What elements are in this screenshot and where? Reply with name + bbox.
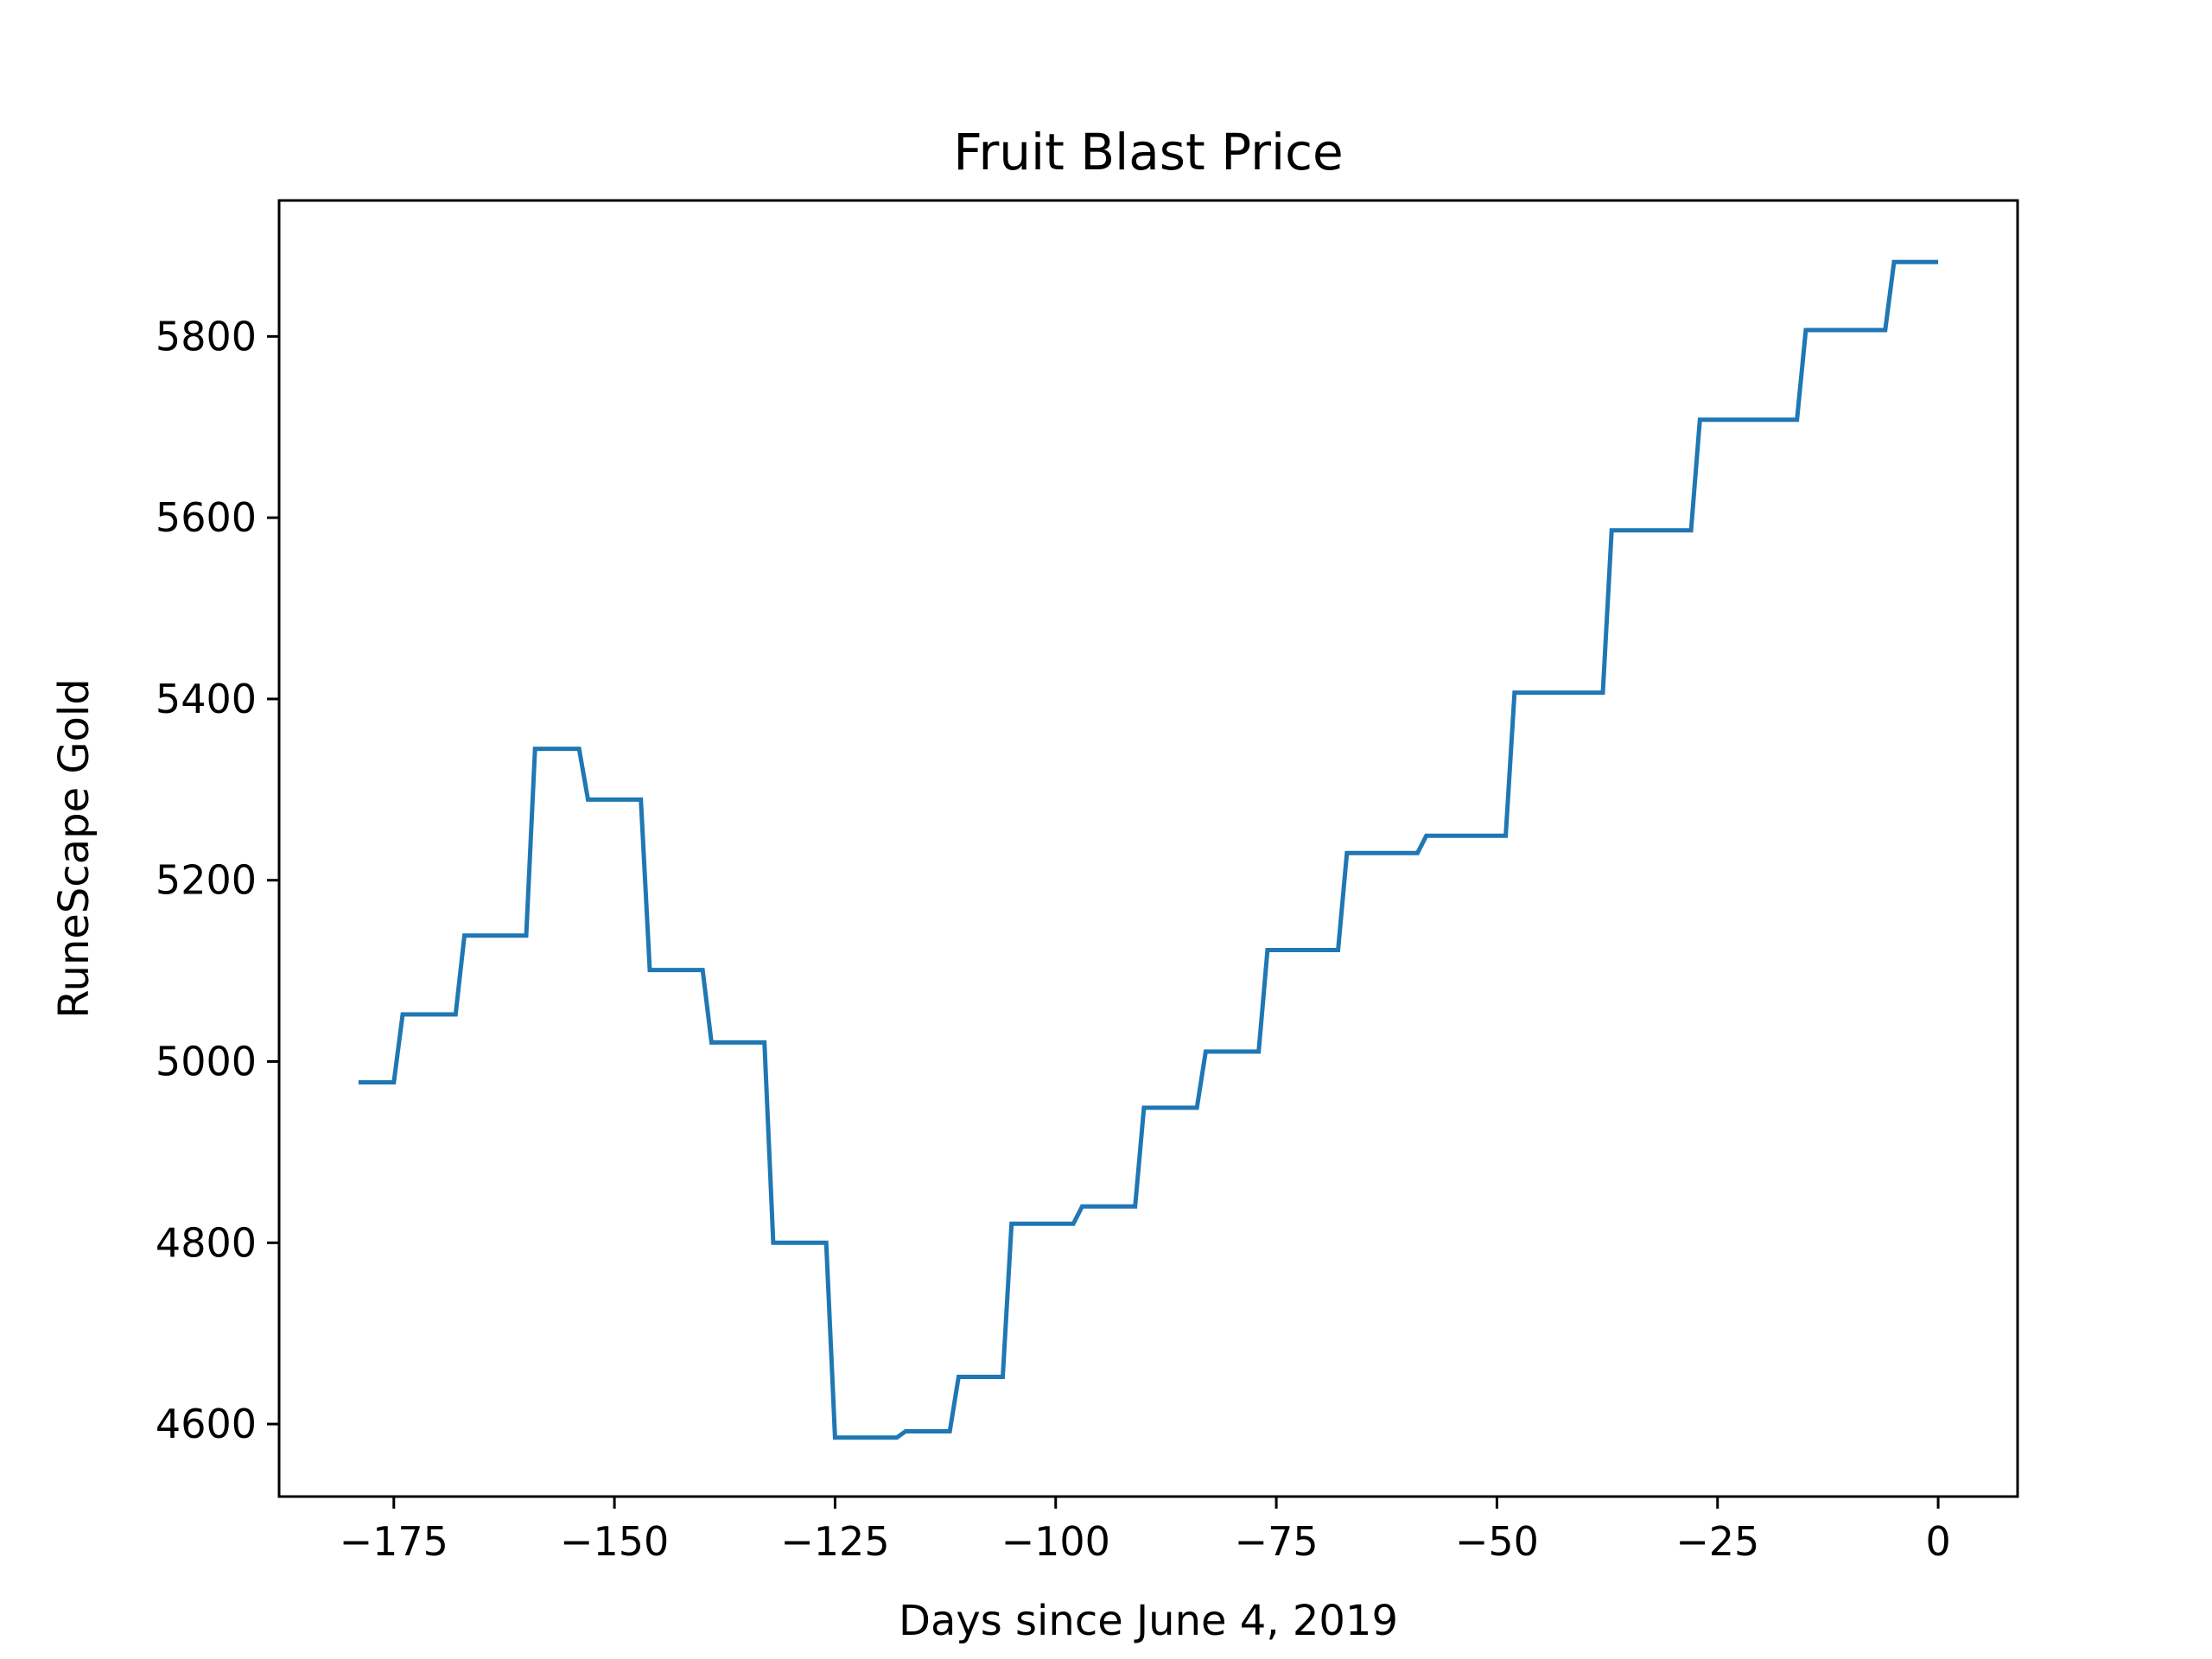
y-axis: 4600 4800 5000 5200 5400 5600 5800	[156, 313, 279, 1447]
axes-frame	[277, 199, 2019, 1498]
x-tick-label: −25	[1675, 1518, 1759, 1565]
y-tick-label: 4800	[156, 1219, 257, 1266]
x-axis: −175 −150 −125 −100 −75 −50 −25 0	[340, 1497, 1951, 1565]
x-tick-label: −50	[1455, 1518, 1539, 1565]
x-tick-label: −125	[780, 1518, 889, 1565]
y-tick-label: 5400	[156, 676, 257, 722]
x-tick-label: −75	[1235, 1518, 1319, 1565]
plot-area	[277, 199, 2019, 1498]
y-tick-label: 5000	[156, 1039, 257, 1085]
y-tick-label: 5600	[156, 494, 257, 541]
y-axis-label: RuneScape Gold	[50, 678, 99, 1018]
y-tick-label: 5800	[156, 313, 257, 359]
x-tick-label: −100	[1001, 1518, 1110, 1565]
x-axis-label: Days since June 4, 2019	[899, 1597, 1398, 1645]
chart-title: Fruit Blast Price	[953, 123, 1343, 181]
y-tick-label: 4600	[156, 1401, 257, 1447]
price-series-line	[358, 259, 1939, 1440]
x-tick-label: −150	[560, 1518, 669, 1565]
y-tick-label: 5200	[156, 857, 257, 904]
x-tick-label: −175	[340, 1518, 448, 1565]
x-tick-label: 0	[1925, 1518, 1950, 1565]
